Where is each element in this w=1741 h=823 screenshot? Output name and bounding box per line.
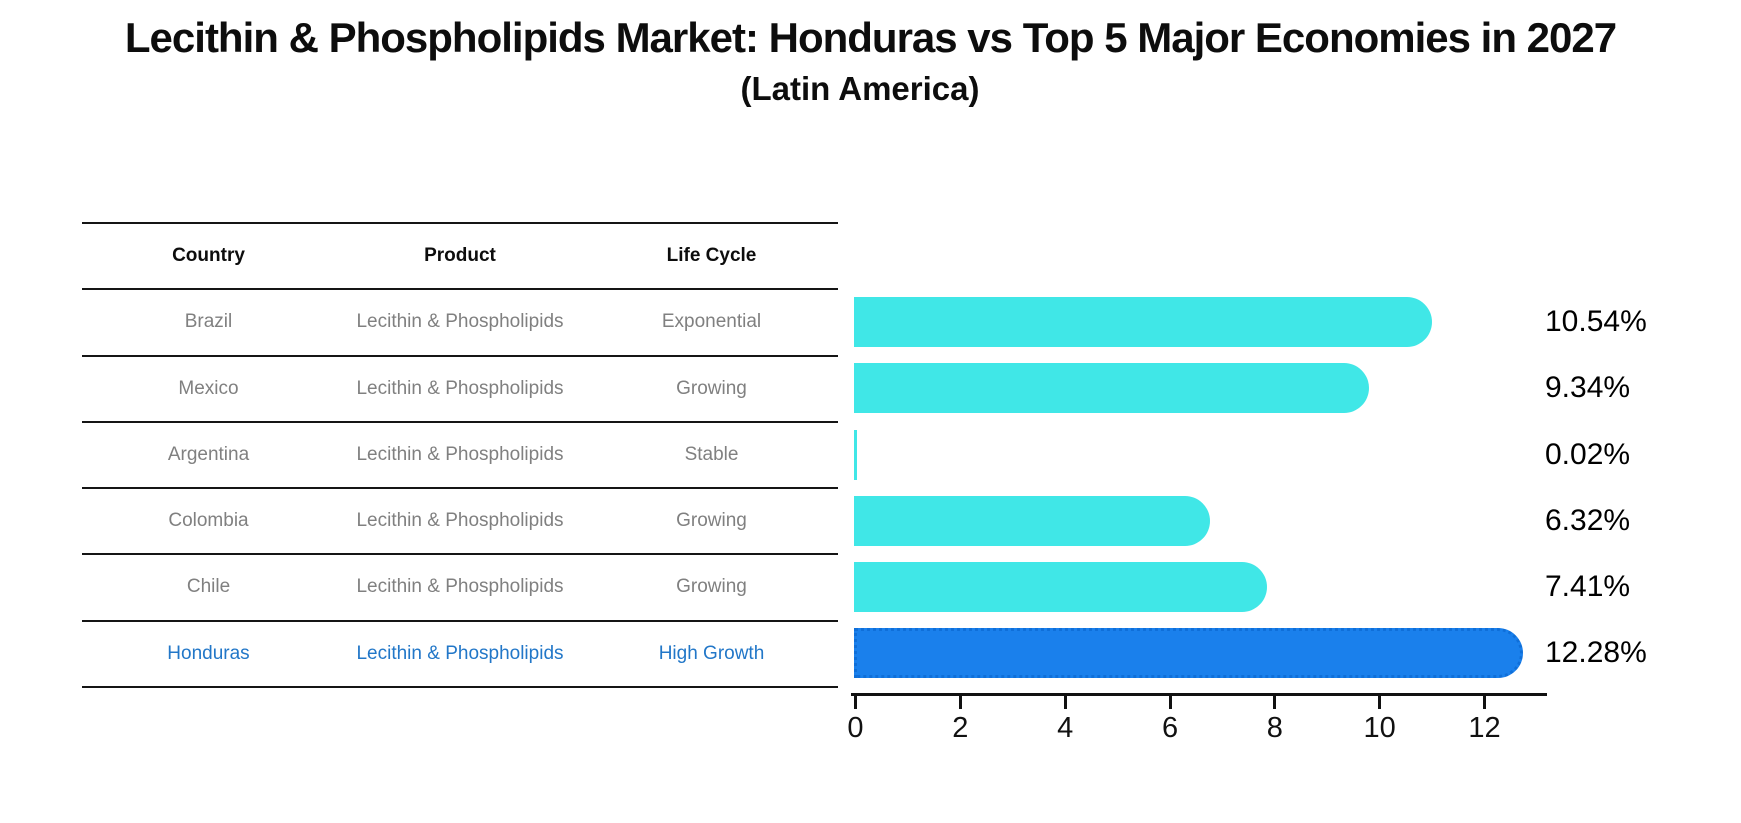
cell-life-cycle: Growing	[676, 576, 747, 598]
table-body: Brazil Lecithin & Phospholipids Exponent…	[82, 288, 838, 686]
x-tick	[1483, 696, 1487, 709]
value-label-mexico: 9.34%	[1545, 371, 1631, 404]
cell-product: Lecithin & Phospholipids	[356, 642, 564, 664]
table-row: Mexico Lecithin & Phospholipids Growing	[82, 354, 838, 421]
cell-country: Chile	[186, 576, 231, 598]
cell-life-cycle: Growing	[676, 510, 747, 532]
cell-product: Lecithin & Phospholipids	[356, 576, 564, 598]
x-axis-line	[851, 693, 1547, 696]
value-label-colombia: 6.32%	[1545, 503, 1631, 537]
cell-product: Lecithin & Phospholipids	[356, 510, 564, 532]
x-tick-label: 6	[1161, 712, 1179, 744]
cell-life-cycle: Exponential	[661, 311, 762, 333]
header-product: Product	[424, 245, 496, 267]
cell-life-cycle: Growing	[676, 377, 747, 399]
x-tick-label: 2	[952, 712, 969, 744]
x-tick	[854, 696, 857, 709]
value-label-brazil: 10.54%	[1545, 305, 1647, 338]
x-tick	[1168, 696, 1172, 709]
cell-life-cycle: High Growth	[658, 642, 765, 664]
table-row: Honduras Lecithin & Phospholipids High G…	[82, 619, 838, 686]
chart-subtitle: (Latin America)	[740, 70, 980, 107]
header-country: Country	[172, 245, 245, 267]
table-row: Colombia Lecithin & Phospholipids Growin…	[82, 487, 838, 553]
value-label-honduras: 12.28%	[1545, 636, 1647, 669]
x-tick	[958, 696, 962, 709]
cell-product: Lecithin & Phospholipids	[356, 311, 564, 333]
header-life-cycle: Life Cycle	[666, 245, 757, 267]
value-label-argentina: 0.02%	[1545, 437, 1631, 471]
chart-title: Lecithin & Phospholipids Market: Hondura…	[124, 14, 1617, 61]
value-label-chile: 7.41%	[1545, 570, 1631, 603]
table-row: Brazil Lecithin & Phospholipids Exponent…	[82, 288, 838, 354]
cell-country: Colombia	[168, 510, 249, 532]
bar-honduras	[854, 628, 1523, 678]
cell-country: Honduras	[167, 642, 250, 664]
bar-argentina	[854, 429, 857, 480]
x-tick-label: 0	[847, 712, 864, 744]
bar-brazil	[854, 297, 1432, 347]
country-table: Country Product Life Cycle Brazil Lecith…	[82, 222, 838, 688]
cell-country: Mexico	[178, 377, 239, 399]
cell-life-cycle: Stable	[684, 443, 739, 465]
table-row: Argentina Lecithin & Phospholipids Stabl…	[82, 420, 838, 487]
cell-country: Argentina	[167, 443, 250, 465]
x-tick-label: 10	[1363, 712, 1396, 744]
cell-product: Lecithin & Phospholipids	[356, 377, 564, 399]
cell-product: Lecithin & Phospholipids	[356, 443, 564, 465]
x-tick	[1063, 696, 1067, 709]
x-tick	[1273, 696, 1277, 709]
x-tick-label: 8	[1266, 712, 1283, 744]
x-tick-label: 12	[1468, 712, 1501, 744]
x-tick-label: 4	[1057, 712, 1074, 744]
cell-country: Brazil	[184, 311, 233, 333]
x-tick	[1378, 696, 1382, 709]
table-header-row: Country Product Life Cycle	[82, 222, 838, 288]
bar-chile	[854, 562, 1268, 612]
table-row: Chile Lecithin & Phospholipids Growing	[82, 553, 838, 619]
bar-colombia	[854, 495, 1211, 546]
bar-mexico	[854, 363, 1369, 413]
